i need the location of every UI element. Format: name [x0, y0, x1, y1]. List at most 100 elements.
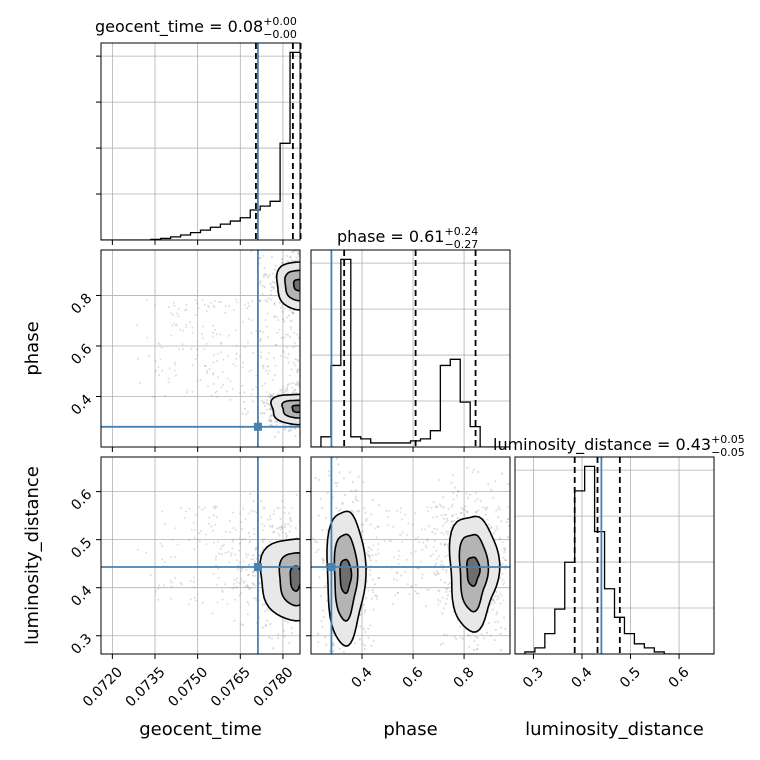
sample-point: [426, 588, 429, 591]
sample-point: [308, 283, 310, 285]
sample-point: [318, 558, 320, 560]
sample-point: [331, 496, 334, 499]
sample-point: [371, 578, 374, 581]
sample-point: [247, 586, 250, 589]
sample-point: [319, 555, 321, 557]
sample-point: [157, 342, 160, 345]
sample-point: [214, 558, 217, 561]
sample-point: [358, 638, 361, 641]
sample-point: [321, 272, 323, 274]
sample-point: [204, 365, 207, 367]
sample-point: [177, 315, 180, 318]
sample-point: [190, 598, 192, 601]
sample-point: [270, 394, 273, 397]
sample-point: [243, 537, 246, 541]
sample-point: [474, 500, 477, 503]
sample-point: [281, 261, 284, 264]
sample-point: [220, 342, 223, 345]
sample-point: [214, 507, 216, 510]
panel-content: [311, 457, 523, 666]
sample-point: [297, 368, 300, 371]
sample-point: [277, 637, 280, 640]
sample-point: [296, 258, 300, 261]
sample-point: [392, 556, 395, 559]
sample-point: [516, 595, 518, 597]
sample-point: [364, 511, 367, 514]
sample-point: [443, 543, 446, 546]
sample-point: [261, 284, 264, 287]
sample-point: [284, 424, 287, 427]
sample-point: [367, 598, 369, 600]
sample-point: [303, 382, 305, 384]
sample-point: [307, 554, 309, 556]
sample-point: [414, 583, 417, 586]
sample-point: [332, 644, 335, 647]
sample-point: [321, 544, 323, 546]
sample-point: [486, 518, 489, 521]
sample-point: [240, 527, 243, 530]
sample-point: [264, 624, 267, 628]
sample-point: [214, 523, 217, 526]
sample-point: [304, 418, 306, 420]
sample-point: [352, 500, 355, 504]
sample-point: [271, 272, 274, 275]
sample-point: [157, 587, 160, 590]
sample-point: [212, 514, 215, 517]
sample-point: [159, 542, 162, 545]
sample-point: [521, 620, 523, 622]
sample-point: [224, 530, 227, 533]
sample-point: [278, 328, 281, 331]
x-tick-label: 0.3: [520, 664, 547, 691]
sample-point: [273, 303, 276, 306]
sample-point: [303, 628, 305, 630]
sample-point: [229, 380, 232, 383]
sample-point: [252, 570, 255, 573]
sample-point: [273, 509, 276, 512]
sample-point: [394, 594, 397, 597]
sample-point: [255, 330, 258, 333]
sample-point: [239, 623, 242, 626]
sample-point: [290, 627, 293, 630]
sample-point: [312, 423, 314, 425]
sample-point: [137, 357, 139, 360]
sample-point: [245, 568, 248, 571]
sample-point: [274, 264, 277, 267]
sample-point: [289, 320, 292, 323]
sample-point: [185, 308, 188, 311]
sample-point: [322, 300, 324, 302]
sample-point: [316, 414, 318, 416]
sample-point: [171, 538, 174, 541]
sample-point: [365, 551, 368, 554]
sample-point: [193, 536, 196, 539]
sample-point: [304, 428, 306, 430]
sample-point: [451, 503, 454, 506]
sample-point: [136, 324, 138, 326]
sample-point: [273, 281, 276, 284]
sample-point: [370, 644, 373, 648]
sample-point: [304, 246, 306, 248]
sample-point: [348, 431, 350, 433]
sample-point: [179, 328, 182, 331]
sample-point: [259, 330, 262, 332]
sample-point: [276, 316, 279, 318]
sample-point: [304, 301, 306, 303]
x-tick-label: 0.0735: [123, 664, 169, 710]
sample-point: [163, 523, 166, 526]
sample-point: [213, 306, 216, 309]
sample-point: [263, 537, 265, 540]
sample-point: [489, 525, 492, 528]
sample-point: [291, 260, 294, 263]
sample-point: [287, 383, 290, 386]
sample-point: [301, 295, 303, 297]
sample-point: [262, 401, 265, 404]
sample-point: [437, 598, 440, 601]
sample-point: [202, 325, 205, 328]
sample-point: [267, 395, 270, 398]
sample-point: [493, 664, 495, 666]
sample-point: [264, 272, 267, 276]
sample-point: [225, 390, 228, 393]
sample-point: [217, 540, 219, 543]
sample-point: [466, 634, 470, 637]
sample-point: [420, 576, 423, 579]
sample-point: [233, 582, 235, 585]
